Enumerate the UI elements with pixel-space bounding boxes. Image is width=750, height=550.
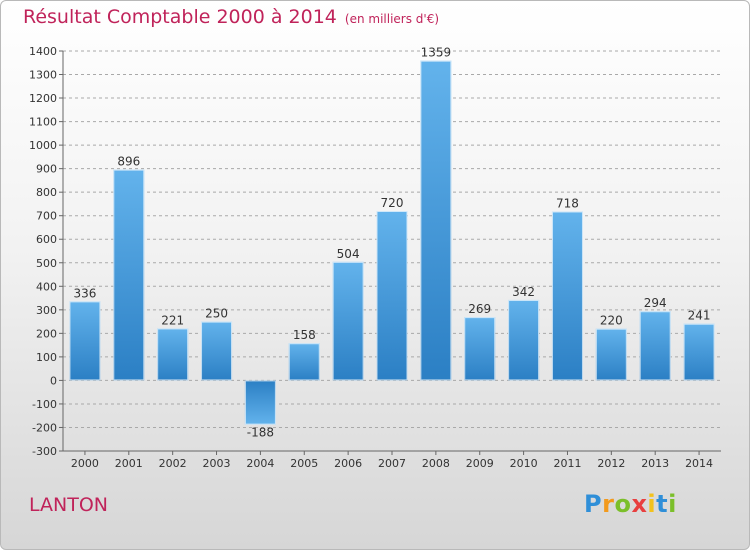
y-tick-label: 1400: [29, 45, 57, 58]
y-tick-label: 200: [36, 327, 57, 340]
logo-letter: P: [584, 490, 603, 518]
data-label: 718: [556, 196, 579, 210]
bar: [595, 328, 627, 381]
data-label: 158: [293, 328, 316, 342]
data-label: 336: [73, 286, 96, 300]
bar-highlight: [113, 169, 145, 381]
logo-letter: t: [656, 490, 669, 518]
proxiti-logo: Proxiti: [584, 490, 677, 518]
y-tick-label: 100: [36, 351, 57, 364]
y-tick-label: 800: [36, 186, 57, 199]
bar: [113, 169, 145, 381]
y-tick-label: 1200: [29, 92, 57, 105]
x-tick-label: 2007: [378, 457, 406, 470]
bar-highlight: [420, 60, 452, 381]
city-name: LANTON: [29, 494, 109, 516]
y-tick-label: -100: [32, 398, 57, 411]
bar-highlight: [157, 328, 189, 381]
axes: [59, 50, 721, 455]
bar: [69, 301, 101, 381]
bar: [288, 343, 320, 381]
bar-highlight: [595, 328, 627, 381]
y-tick-label: 1300: [29, 69, 57, 82]
title-text: Résultat Comptable 2000 à 2014: [23, 6, 337, 28]
bar-highlight: [244, 380, 276, 425]
chart-subtitle: (en milliers d'€): [344, 12, 440, 26]
bar-highlight: [69, 301, 101, 381]
bar-highlight: [551, 211, 583, 381]
bar-highlight: [683, 323, 715, 381]
x-tick-label: 2012: [597, 457, 625, 470]
data-label: 241: [688, 309, 711, 323]
data-label: 250: [205, 307, 228, 321]
x-tick-label: 2004: [246, 457, 274, 470]
y-tick-label: 0: [50, 374, 57, 387]
logo-letter: i: [647, 490, 657, 518]
y-tick-label: 600: [36, 233, 57, 246]
x-tick-label: 2005: [290, 457, 318, 470]
bar-highlight: [376, 211, 408, 381]
bar: [639, 311, 671, 381]
x-tick-label: 2008: [422, 457, 450, 470]
bar: [157, 328, 189, 381]
chart-title: Résultat Comptable 2000 à 2014 (en millie…: [23, 6, 439, 28]
bars: [69, 60, 715, 425]
x-tick-label: 2011: [553, 457, 581, 470]
y-tick-label: 300: [36, 304, 57, 317]
data-label: 342: [512, 285, 535, 299]
logo-letter: r: [602, 490, 615, 518]
bar-highlight: [201, 321, 233, 381]
x-tick-label: 2002: [159, 457, 187, 470]
data-label: 221: [161, 313, 184, 327]
bar: [464, 317, 496, 381]
x-tick-label: 2000: [71, 457, 99, 470]
bar-highlight: [639, 311, 671, 381]
bar-highlight: [332, 261, 364, 381]
data-label: 1359: [421, 46, 452, 60]
bar-highlight: [288, 343, 320, 381]
y-tick-label: 400: [36, 280, 57, 293]
x-tick-label: 2009: [466, 457, 494, 470]
y-tick-label: 700: [36, 210, 57, 223]
data-label: 294: [644, 296, 667, 310]
x-tick-label: 2013: [641, 457, 669, 470]
bar: [244, 380, 276, 425]
data-label: -188: [247, 426, 274, 440]
data-label: 504: [337, 247, 360, 261]
labels: -300 -200 -100 0 100 200 300 400 500 600 700 800 900…: [29, 45, 713, 470]
y-tick-label: 1000: [29, 139, 57, 152]
x-tick-label: 2003: [203, 457, 231, 470]
bar: [376, 211, 408, 381]
bar: [332, 261, 364, 381]
logo-letter: x: [631, 490, 648, 518]
bar-highlight: [508, 299, 540, 381]
y-tick-label: 1100: [29, 116, 57, 129]
data-label: 720: [381, 196, 404, 210]
bar: [551, 211, 583, 381]
bar: [508, 299, 540, 381]
x-tick-label: 2006: [334, 457, 362, 470]
data-label: 896: [117, 155, 140, 169]
bar: [420, 60, 452, 381]
x-tick-label: 2001: [115, 457, 143, 470]
bar: [683, 323, 715, 381]
x-tick-label: 2014: [685, 457, 713, 470]
x-tick-label: 2010: [510, 457, 538, 470]
y-tick-label: 500: [36, 257, 57, 270]
logo-letter: i: [668, 490, 677, 518]
y-tick-label: -300: [32, 445, 57, 458]
y-tick-label: -200: [32, 421, 57, 434]
data-label: 269: [468, 302, 491, 316]
logo-letter: o: [614, 490, 632, 518]
y-tick-label: 900: [36, 163, 57, 176]
bar: [201, 321, 233, 381]
data-label: 220: [600, 314, 623, 328]
bar-highlight: [464, 317, 496, 381]
